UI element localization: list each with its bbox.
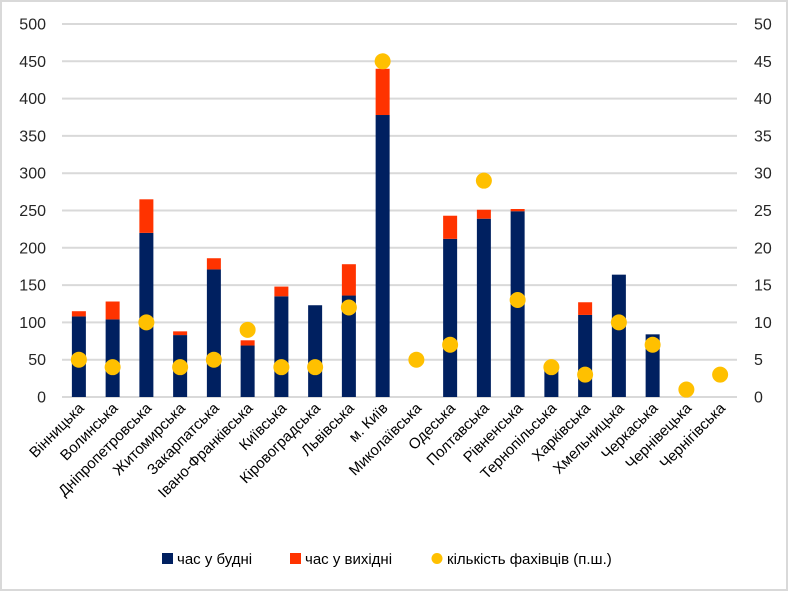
y2-tick-label: 0 bbox=[754, 390, 763, 407]
bar-weekdays bbox=[544, 368, 559, 397]
bar-weekends bbox=[341, 264, 356, 296]
y2-tick-label: 40 bbox=[754, 91, 772, 108]
y-tick-label: 150 bbox=[19, 278, 46, 295]
y-axis-primary: 0 50 100 150 200 250 300 350 400 450 500 bbox=[19, 17, 46, 407]
bar-weekends bbox=[173, 331, 188, 336]
marker-specialists bbox=[205, 351, 222, 368]
y2-tick-label: 35 bbox=[754, 128, 772, 145]
marker-specialists bbox=[273, 359, 290, 376]
bar-weekdays bbox=[341, 295, 356, 397]
y-tick-label: 300 bbox=[19, 166, 46, 183]
marker-specialists bbox=[307, 359, 324, 376]
bar-weekdays bbox=[375, 115, 390, 397]
bar-weekends bbox=[476, 209, 491, 219]
marker-specialists bbox=[70, 351, 87, 368]
bar-weekdays bbox=[476, 218, 491, 397]
legend-label-weekdays: час у будні bbox=[177, 551, 252, 568]
bar-weekends bbox=[139, 199, 154, 233]
y2-tick-label: 45 bbox=[754, 54, 772, 71]
marker-specialists bbox=[475, 172, 492, 189]
bar-weekdays bbox=[443, 238, 458, 397]
y-tick-label: 350 bbox=[19, 128, 46, 145]
marker-specialists bbox=[138, 314, 155, 331]
marker-specialists bbox=[374, 53, 391, 70]
marker-specialists bbox=[712, 366, 729, 383]
marker-specialists bbox=[172, 359, 189, 376]
bar-weekends bbox=[206, 258, 221, 270]
marker-specialists bbox=[239, 321, 256, 338]
y-tick-label: 50 bbox=[28, 352, 46, 369]
y2-tick-label: 10 bbox=[754, 315, 772, 332]
y2-tick-label: 5 bbox=[754, 352, 763, 369]
bar-weekdays bbox=[105, 319, 120, 397]
y-tick-label: 400 bbox=[19, 91, 46, 108]
bar-weekends bbox=[578, 302, 593, 315]
x-axis-category-labels: ВінницькаВолинськаДніпропетровськаЖитоми… bbox=[26, 399, 729, 501]
marker-specialists bbox=[509, 292, 526, 309]
y-tick-label: 500 bbox=[19, 17, 46, 34]
bar-weekdays bbox=[308, 305, 323, 397]
y-tick-label: 0 bbox=[37, 390, 46, 407]
marker-specialists bbox=[408, 351, 425, 368]
legend-label-specialists: кількість фахівців (п.ш.) bbox=[447, 551, 612, 568]
bar-weekends bbox=[240, 340, 255, 346]
y2-tick-label: 50 bbox=[754, 17, 772, 34]
bar-weekdays bbox=[274, 296, 289, 397]
y2-tick-label: 30 bbox=[754, 166, 772, 183]
y-tick-label: 100 bbox=[19, 315, 46, 332]
y2-tick-label: 20 bbox=[754, 240, 772, 257]
marker-specialists bbox=[340, 299, 357, 316]
y-tick-label: 250 bbox=[19, 203, 46, 220]
y-tick-label: 200 bbox=[19, 240, 46, 257]
bar-weekdays bbox=[206, 269, 221, 397]
bars bbox=[71, 68, 660, 397]
bar-weekends bbox=[375, 68, 390, 116]
legend-marker-specialists bbox=[431, 553, 443, 564]
gridlines bbox=[62, 23, 737, 398]
bar-weekdays bbox=[240, 345, 255, 397]
marker-specialists bbox=[577, 366, 594, 383]
y2-tick-label: 25 bbox=[754, 203, 772, 220]
bar-weekends bbox=[443, 215, 458, 239]
marker-specialists bbox=[678, 381, 695, 398]
bar-weekdays bbox=[578, 314, 593, 397]
bar-weekends bbox=[71, 311, 86, 317]
marker-specialists bbox=[104, 359, 121, 376]
y-tick-label: 450 bbox=[19, 54, 46, 71]
legend: час у будні час у вихідні кількість фахі… bbox=[162, 551, 612, 568]
bar-weekdays bbox=[611, 274, 626, 397]
legend-label-weekends: час у вихідні bbox=[305, 551, 392, 568]
bar-weekends bbox=[510, 209, 525, 212]
y-axis-secondary: 0 5 10 15 20 25 30 35 40 45 50 bbox=[754, 17, 772, 407]
marker-specialists bbox=[442, 336, 459, 353]
bar-weekends bbox=[274, 286, 289, 297]
y2-tick-label: 15 bbox=[754, 278, 772, 295]
marker-specialists bbox=[543, 359, 560, 376]
specialist-count-markers bbox=[70, 53, 729, 398]
legend-swatch-weekends bbox=[290, 553, 301, 564]
legend-swatch-weekdays bbox=[162, 553, 173, 564]
marker-specialists bbox=[644, 336, 661, 353]
bar-weekends bbox=[105, 301, 120, 320]
marker-specialists bbox=[610, 314, 627, 331]
